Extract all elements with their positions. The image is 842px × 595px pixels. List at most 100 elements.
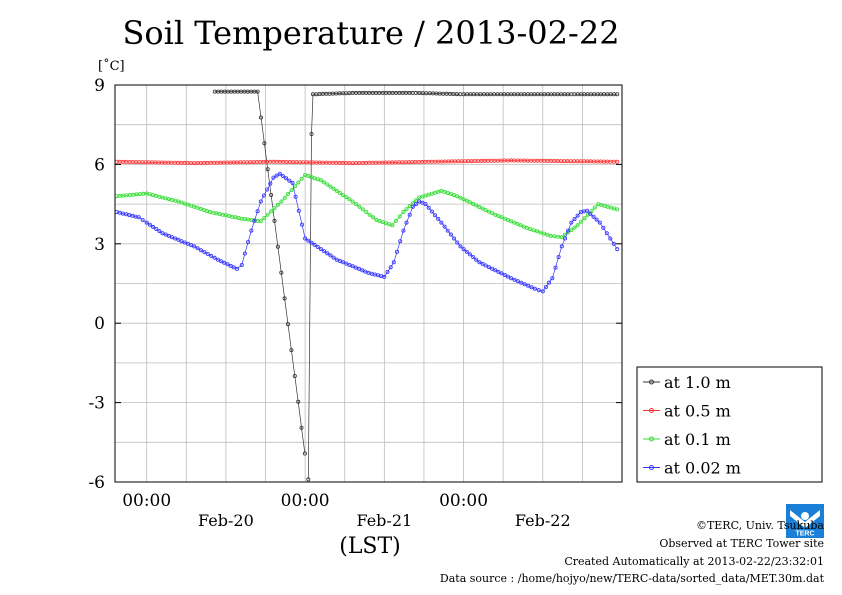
data-point (275, 244, 280, 249)
data-point (382, 274, 387, 279)
data-point (455, 240, 460, 245)
data-point (439, 220, 444, 225)
data-point (341, 193, 346, 198)
data-point (579, 219, 584, 224)
data-point (464, 198, 469, 203)
data-point (591, 214, 596, 219)
data-point (388, 265, 393, 270)
data-point (144, 220, 149, 225)
data-point (556, 234, 561, 239)
data-point (401, 209, 406, 214)
data-point (231, 265, 236, 270)
data-point (150, 224, 155, 229)
data-point (432, 213, 437, 218)
data-point (299, 176, 304, 181)
legend-label: at 0.5 m (664, 402, 731, 421)
data-point (258, 199, 263, 204)
data-point (552, 234, 557, 239)
data-point (550, 276, 555, 281)
x-date-label: Feb-21 (356, 511, 412, 530)
data-point (334, 188, 339, 193)
legend-label: at 0.1 m (664, 430, 731, 449)
data-point (258, 219, 263, 224)
data-point (282, 296, 287, 301)
data-point (410, 204, 415, 209)
plot-frame (114, 84, 623, 483)
data-point (255, 209, 260, 214)
data-point (512, 277, 517, 282)
legend: at 1.0 m at 0.5 m at 0.1 m at 0.02 m (636, 366, 823, 483)
data-point (559, 244, 564, 249)
data-point (404, 220, 409, 225)
data-point (526, 283, 531, 288)
data-point (499, 271, 504, 276)
data-point (515, 221, 520, 226)
data-point (566, 228, 571, 233)
data-point (293, 194, 298, 199)
data-point (160, 231, 165, 236)
data-point (464, 249, 469, 254)
data-point (147, 222, 152, 227)
data-point (535, 229, 540, 234)
data-point (292, 373, 297, 378)
data-point (461, 197, 466, 202)
data-point (615, 207, 620, 212)
series-at-0-02-m (114, 171, 620, 294)
data-point (597, 220, 602, 225)
data-point (285, 322, 290, 327)
data-point (215, 257, 220, 262)
data-point (328, 184, 333, 189)
grid-layer (115, 85, 622, 482)
data-point (364, 209, 369, 214)
data-point (290, 180, 295, 185)
data-point (505, 217, 510, 222)
data-point (398, 239, 403, 244)
y-tick-label: 3 (94, 235, 105, 255)
data-point (575, 223, 580, 228)
data-point (544, 284, 549, 289)
data-point (303, 236, 308, 241)
data-point (493, 268, 498, 273)
data-point (486, 209, 491, 214)
data-point (219, 259, 224, 264)
data-point (309, 131, 314, 136)
data-point (467, 200, 472, 205)
data-point (461, 247, 466, 252)
data-point (367, 212, 372, 217)
data-point (296, 399, 301, 404)
data-point (452, 236, 457, 241)
data-point (322, 249, 327, 254)
data-point (499, 215, 504, 220)
data-point (540, 289, 545, 294)
data-point (274, 173, 279, 178)
data-point (604, 231, 609, 236)
data-point (198, 248, 203, 253)
data-point (458, 244, 463, 249)
data-point (225, 262, 230, 267)
data-point (306, 477, 311, 482)
data-point (265, 167, 270, 172)
terc-logo: TERC (786, 504, 824, 538)
data-point (328, 253, 333, 258)
data-point (519, 280, 524, 285)
data-point (397, 214, 402, 219)
x-tick-label: 00:00 (439, 491, 488, 511)
data-point (277, 171, 282, 176)
y-tick-label: 9 (94, 76, 105, 96)
data-point (442, 224, 447, 229)
data-point (385, 269, 390, 274)
data-point (572, 225, 577, 230)
data-point (299, 222, 304, 227)
footer-source: Data source : /home/hojyo/new/TERC-data/… (439, 572, 824, 585)
data-point (331, 255, 336, 260)
data-point (529, 285, 534, 290)
data-point (209, 253, 214, 258)
data-point (255, 89, 260, 94)
data-point (496, 213, 501, 218)
data-point (538, 230, 543, 235)
data-point (344, 195, 349, 200)
data-point (458, 195, 463, 200)
data-point (318, 247, 323, 252)
series-at-0-5-m (114, 158, 620, 166)
